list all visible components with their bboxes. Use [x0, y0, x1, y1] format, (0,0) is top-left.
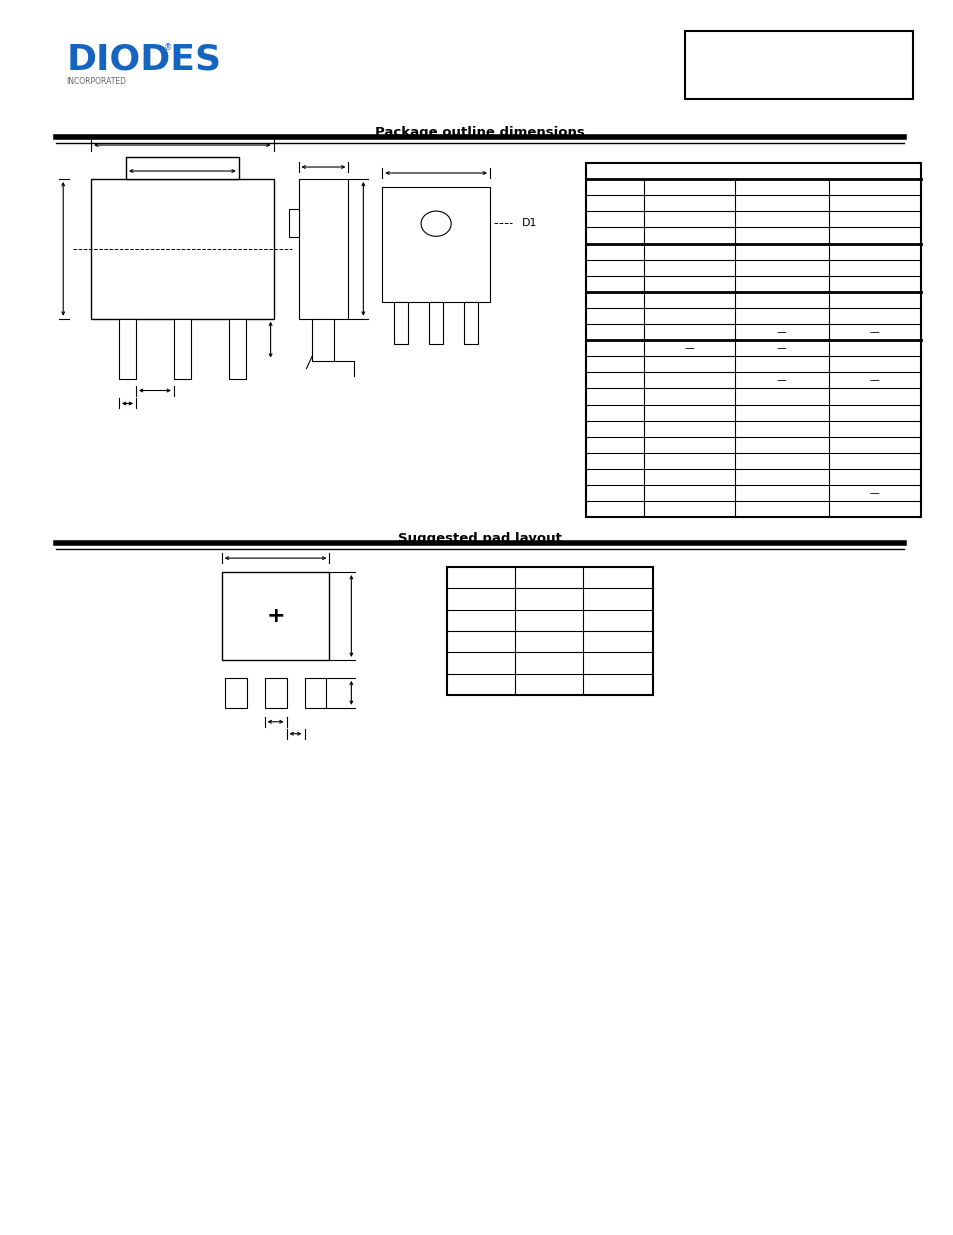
Text: —: —: [869, 375, 879, 385]
Text: —: —: [869, 327, 879, 337]
Text: ®: ®: [164, 43, 172, 52]
Bar: [684, 31, 912, 99]
Text: INCORPORATED: INCORPORATED: [66, 77, 126, 85]
Text: DIODES: DIODES: [66, 42, 221, 77]
Text: —: —: [776, 375, 785, 385]
Text: Package outline dimensions: Package outline dimensions: [375, 126, 584, 138]
Bar: [394, 301, 408, 343]
Bar: [288, 209, 298, 237]
Ellipse shape: [420, 211, 451, 236]
Bar: [313, 319, 335, 361]
Bar: [126, 157, 238, 179]
Text: —: —: [776, 327, 785, 337]
Bar: [463, 301, 477, 343]
Text: +: +: [266, 606, 285, 626]
Bar: [173, 319, 191, 379]
Bar: [119, 319, 136, 379]
Text: Suggested pad layout: Suggested pad layout: [397, 532, 561, 545]
Text: D1: D1: [521, 217, 537, 228]
Bar: [91, 179, 274, 319]
Bar: [229, 319, 246, 379]
Text: —: —: [776, 343, 785, 353]
Bar: [585, 163, 920, 517]
Bar: [298, 179, 348, 319]
Text: —: —: [684, 343, 694, 353]
Bar: [225, 678, 247, 708]
Bar: [429, 301, 442, 343]
Bar: [447, 567, 653, 695]
Bar: [264, 678, 286, 708]
Bar: [221, 572, 329, 659]
Bar: [304, 678, 326, 708]
Text: —: —: [869, 488, 879, 498]
Bar: [382, 186, 490, 301]
